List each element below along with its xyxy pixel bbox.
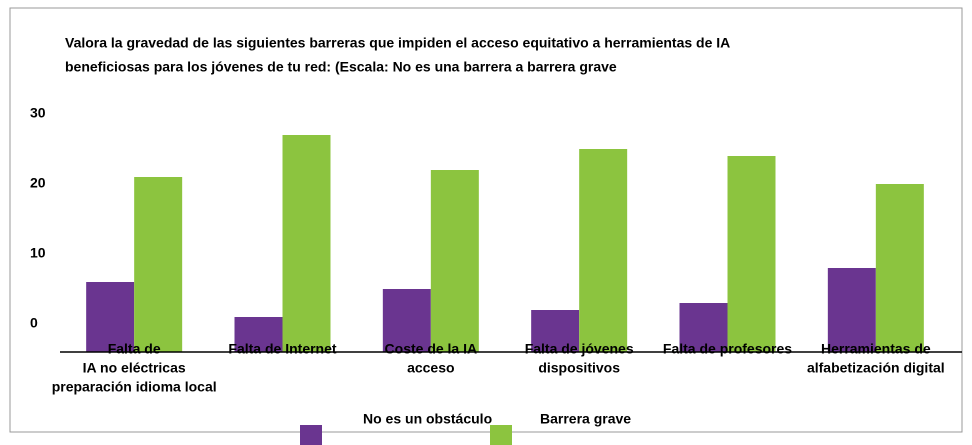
legend-label: Barrera grave (540, 411, 631, 427)
legend-swatch (300, 425, 322, 445)
bar (86, 282, 135, 352)
x-tick-label: acceso (407, 360, 454, 376)
bar (234, 317, 283, 352)
y-tick-label: 30 (30, 105, 46, 121)
x-tick-label: dispositivos (538, 360, 620, 376)
bar (579, 149, 628, 352)
bar (134, 177, 183, 352)
y-tick-label: 20 (30, 175, 46, 191)
bar (727, 156, 776, 352)
bar (282, 135, 331, 352)
x-tick-label: alfabetización digital (807, 360, 945, 376)
x-tick-label: Falta de (108, 341, 161, 357)
legend-swatch (490, 425, 512, 445)
x-tick-label: preparación idioma local (52, 379, 217, 395)
bar (875, 184, 924, 352)
x-tick-label: Falta de Internet (228, 341, 336, 357)
bar (827, 268, 876, 352)
y-tick-label: 10 (30, 245, 46, 261)
bar (430, 170, 479, 352)
bar (382, 289, 431, 352)
x-tick-label: IA no eléctricas (83, 360, 186, 376)
x-tick-label: Coste de la IA (385, 341, 478, 357)
chart-title: beneficiosas para los jóvenes de tu red:… (65, 59, 617, 75)
chart-border (9, 7, 963, 433)
legend-label: No es un obstáculo (363, 411, 492, 427)
chart-title: Valora la gravedad de las siguientes bar… (65, 35, 730, 51)
x-tick-label: Falta de jóvenes (525, 341, 634, 357)
bar (679, 303, 728, 352)
x-tick-label: Falta de profesores (663, 341, 792, 357)
x-tick-label: Herramientas de (821, 341, 931, 357)
y-tick-label: 0 (30, 315, 38, 331)
bar (531, 310, 580, 352)
